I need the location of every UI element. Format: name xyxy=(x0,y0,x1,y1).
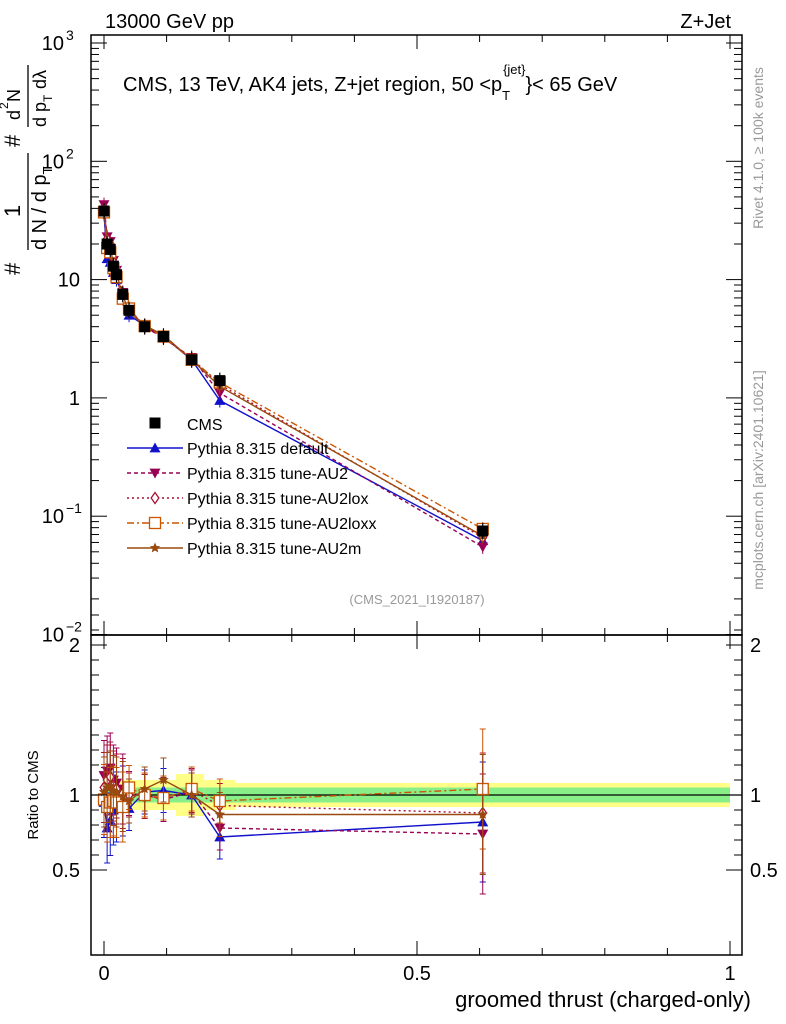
y-tick-exp: 2 xyxy=(66,145,74,161)
ylabel-dpt: d pT xyxy=(30,94,55,127)
legend-item-cms: CMS xyxy=(149,417,223,434)
cms-point xyxy=(123,304,135,316)
ylabel-hash-1: # xyxy=(0,262,25,275)
ylabel-sup-d: d xyxy=(4,110,24,120)
ratio-point xyxy=(158,774,169,785)
ratio-series-layer xyxy=(97,728,489,895)
ratio-y-tick-label-right: 1 xyxy=(750,785,761,807)
y-tick-exp: −1 xyxy=(66,500,82,516)
title-sub: T xyxy=(502,88,510,103)
series-line-2 xyxy=(103,208,484,539)
legend-item-4: Pythia 8.315 tune-AU2m xyxy=(127,541,361,558)
title-prefix: CMS, 13 TeV, AK4 jets, Z+jet region, 50 … xyxy=(123,74,502,96)
y-tick-label: 1 xyxy=(69,388,80,410)
y-tick-label: 10 xyxy=(42,151,64,173)
ratio-point xyxy=(123,795,135,806)
ratio-y-tick-label: 0.5 xyxy=(52,860,80,882)
legend-label: Pythia 8.315 tune-AU2lox xyxy=(187,491,368,508)
ratio-y-tick-label-right: 2 xyxy=(750,635,761,657)
y-tick-label: 10 xyxy=(58,270,80,292)
ratio-point xyxy=(108,785,119,795)
ylabel-sup-N: N xyxy=(4,89,24,102)
ratio-point xyxy=(117,791,128,801)
ratio-point xyxy=(477,809,488,819)
cms-point xyxy=(98,205,110,217)
ratio-y-tick-label-right: 0.5 xyxy=(750,860,778,882)
cms-point xyxy=(104,243,116,255)
ratio-point xyxy=(111,786,122,797)
legend-label: Pythia 8.315 tune-AU2loxx xyxy=(187,516,376,533)
legend-item-3: Pythia 8.315 tune-AU2loxx xyxy=(127,516,376,533)
ratio-y-tick-label: 2 xyxy=(69,635,80,657)
cms-point xyxy=(111,269,123,281)
ylabel-one: 1 xyxy=(0,205,25,217)
cms-point xyxy=(477,525,489,537)
series-point xyxy=(214,388,226,399)
ratio-point xyxy=(214,809,225,819)
legend-marker xyxy=(149,468,161,479)
cms-point xyxy=(157,331,169,343)
legend-marker xyxy=(150,491,160,505)
x-tick-label: 0 xyxy=(98,963,109,985)
y-tick-label: 10 xyxy=(42,506,64,528)
legend-marker-cms xyxy=(149,417,161,429)
cms-point xyxy=(117,288,129,300)
cms-point xyxy=(214,375,226,387)
energy-label: 13000 GeV pp xyxy=(105,11,234,33)
x-axis-label: groomed thrust (charged-only) xyxy=(455,987,751,1012)
legend-label-cms: CMS xyxy=(187,417,223,434)
y-tick-label: 10 xyxy=(42,33,64,55)
rivet-label: Rivet 4.1.0, ≥ 100k events xyxy=(750,67,766,229)
legend-label: Pythia 8.315 tune-AU2 xyxy=(187,466,348,483)
legend-marker xyxy=(148,516,162,530)
process-label: Z+Jet xyxy=(680,11,731,33)
cms-point xyxy=(186,354,198,366)
legend-item-0: Pythia 8.315 default xyxy=(127,441,329,458)
ratio-y-tick-label: 1 xyxy=(69,785,80,807)
legend-marker xyxy=(149,542,161,553)
legend-label: Pythia 8.315 tune-AU2m xyxy=(187,541,361,558)
legend-item-1: Pythia 8.315 tune-AU2 xyxy=(127,466,348,483)
legend-label: Pythia 8.315 default xyxy=(187,441,329,458)
ylabel-sup-2: 2 xyxy=(0,102,11,109)
y-tick-label: 10 xyxy=(42,625,64,647)
title-suffix: }< 65 GeV xyxy=(526,74,618,96)
analysis-label: (CMS_2021_I1920187) xyxy=(349,592,484,607)
ylabel-hash-2: # xyxy=(0,134,25,147)
y-tick-exp: 3 xyxy=(66,27,74,43)
ylabel-dn-dpt: d N / d pT xyxy=(29,166,55,250)
legend-marker xyxy=(149,442,161,453)
y-tick-exp: −2 xyxy=(66,619,82,635)
series-point xyxy=(477,542,489,553)
ratio-point xyxy=(186,789,197,800)
title-sup: {jet} xyxy=(503,62,526,77)
ratio-ylabel: Ratio to CMS xyxy=(25,750,42,839)
legend-item-2: Pythia 8.315 tune-AU2lox xyxy=(127,491,368,508)
ratio-point xyxy=(139,783,150,794)
legend: CMS Pythia 8.315 default Pythia 8.315 tune… xyxy=(127,417,376,558)
ratio-point xyxy=(98,786,110,797)
cms-point xyxy=(139,321,151,333)
cms-data-layer xyxy=(98,203,489,539)
main-ylabel: # 1 d N / d pT # d 2 N d pT dλ xyxy=(0,65,55,275)
x-tick-label: 0.5 xyxy=(403,963,431,985)
x-tick-label: 1 xyxy=(724,963,735,985)
plot-title: CMS, 13 TeV, AK4 jets, Z+jet region, 50 … xyxy=(123,62,618,103)
mcplots-label: mcplots.cern.ch [arXiv:2401.10621] xyxy=(750,370,766,589)
cms-point xyxy=(107,260,119,272)
series-line-4 xyxy=(103,209,484,537)
ylabel-dlambda: dλ xyxy=(30,70,50,89)
